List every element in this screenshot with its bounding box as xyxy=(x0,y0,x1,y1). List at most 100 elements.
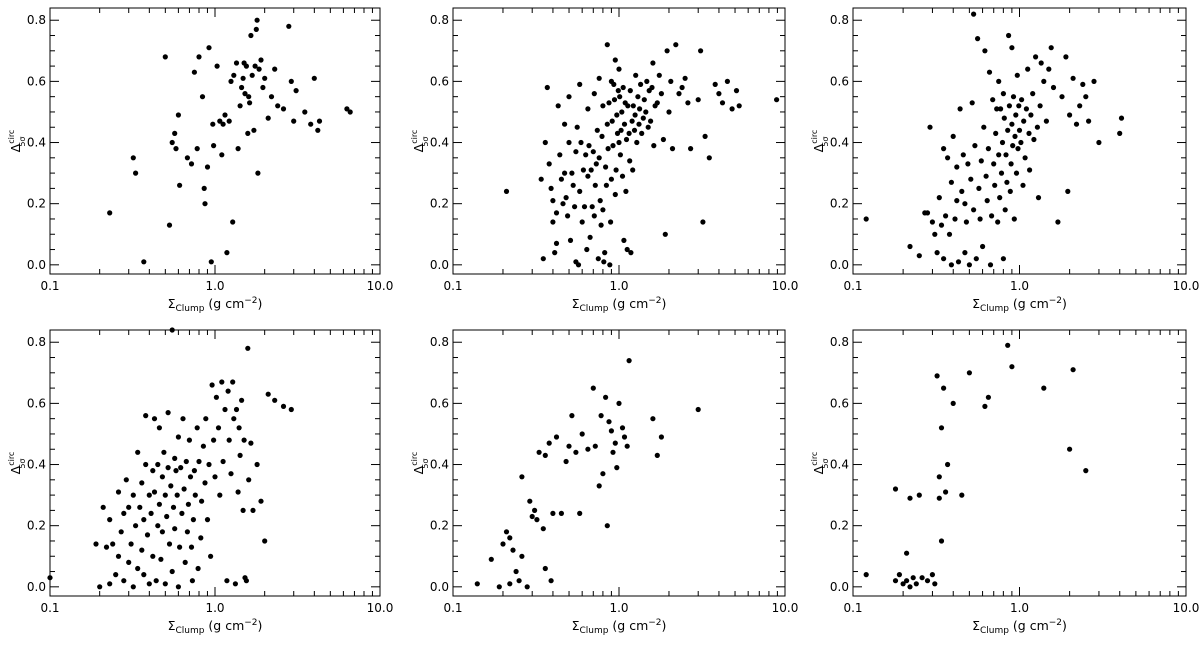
data-point xyxy=(113,572,119,578)
y-axis-label: Δcirc 5σ xyxy=(410,130,430,153)
data-point xyxy=(215,425,222,431)
data-point xyxy=(601,259,607,265)
data-point xyxy=(573,449,579,455)
data-point xyxy=(650,60,656,66)
data-point xyxy=(669,146,676,152)
data-point xyxy=(695,406,701,413)
data-point xyxy=(948,179,955,185)
data-point xyxy=(1080,81,1086,87)
data-point xyxy=(614,465,620,471)
data-point xyxy=(133,170,139,176)
data-point xyxy=(169,327,175,333)
data-point xyxy=(344,106,350,112)
data-point xyxy=(242,91,248,97)
data-point xyxy=(934,373,940,379)
data-point xyxy=(593,161,599,167)
data-point xyxy=(952,216,958,222)
data-point xyxy=(591,213,597,219)
data-point xyxy=(695,97,701,103)
data-point xyxy=(162,581,168,587)
data-point xyxy=(616,139,622,146)
data-point xyxy=(230,379,236,385)
data-point xyxy=(233,60,240,66)
data-point xyxy=(155,461,161,468)
data-point xyxy=(1018,139,1024,146)
data-point xyxy=(606,100,612,106)
data-point xyxy=(604,523,610,529)
data-point xyxy=(609,118,615,124)
y-tick-label: 0.0 xyxy=(830,580,849,594)
data-point xyxy=(1009,45,1015,51)
data-point xyxy=(907,243,913,250)
data-point xyxy=(148,510,154,516)
data-point xyxy=(527,498,533,504)
data-point xyxy=(712,81,718,87)
y-tick-label: 0.4 xyxy=(830,458,849,472)
data-point xyxy=(649,84,655,91)
data-point xyxy=(962,250,968,256)
plot-frame xyxy=(852,329,1187,597)
data-point xyxy=(496,584,502,590)
data-point xyxy=(641,97,647,103)
data-point xyxy=(235,489,241,495)
data-point xyxy=(986,69,993,75)
data-point xyxy=(578,139,584,146)
y-tick-label: 0.0 xyxy=(430,258,449,272)
data-point xyxy=(623,188,629,194)
data-point xyxy=(516,578,522,584)
data-point xyxy=(139,480,145,486)
x-label-unit: (g cm xyxy=(204,618,244,633)
data-point xyxy=(600,103,606,109)
data-point xyxy=(648,118,654,124)
data-point xyxy=(955,259,962,265)
data-point xyxy=(590,385,596,391)
scatter-panel-1: 0.1 1.0 10.0 0.0 0.2 0.4 0.6 0.8 ΣClump (g cm−2)… xyxy=(7,7,393,314)
data-point xyxy=(143,413,149,419)
data-point xyxy=(943,213,949,219)
y-tick-label: 0.6 xyxy=(27,74,46,88)
data-point xyxy=(103,544,110,550)
y-label-symbol: Δ xyxy=(811,465,826,474)
x-tick-label: 1.0 xyxy=(1010,601,1029,615)
data-point xyxy=(237,103,243,109)
data-point xyxy=(916,492,922,498)
data-point xyxy=(606,419,612,425)
data-point xyxy=(673,42,679,48)
data-point xyxy=(658,434,665,440)
x-label-close: ) xyxy=(1062,296,1067,311)
data-point xyxy=(1016,127,1023,133)
data-point xyxy=(996,78,1002,84)
data-point xyxy=(137,504,143,510)
data-point xyxy=(558,510,565,516)
data-point xyxy=(139,547,145,553)
data-point xyxy=(121,578,127,584)
data-point xyxy=(248,440,254,446)
data-point xyxy=(239,84,245,91)
data-point xyxy=(1031,136,1037,143)
data-point xyxy=(585,173,591,179)
data-point xyxy=(187,474,194,480)
y-label-symbol: Δ xyxy=(8,143,23,152)
data-point xyxy=(658,91,665,97)
y-tick-label: 0.8 xyxy=(430,335,449,349)
data-point xyxy=(1013,170,1020,176)
x-label-subscript: Clump xyxy=(579,304,608,314)
y-label-superscript: circ xyxy=(410,130,419,144)
data-point xyxy=(534,517,540,523)
data-point xyxy=(206,461,212,468)
data-point xyxy=(612,57,618,63)
data-point xyxy=(143,461,149,468)
x-label-symbol: Σ xyxy=(168,618,176,633)
data-point xyxy=(239,397,245,403)
y-label-superscript: circ xyxy=(810,452,819,466)
data-point xyxy=(957,106,963,112)
data-point xyxy=(654,100,660,106)
data-point xyxy=(1002,207,1008,213)
data-point xyxy=(566,443,572,449)
x-tick-label: 10.0 xyxy=(772,601,799,615)
data-point xyxy=(177,182,183,188)
data-point xyxy=(599,133,605,139)
x-label-close: ) xyxy=(662,296,667,311)
data-point xyxy=(1011,216,1017,222)
data-point xyxy=(228,471,234,477)
